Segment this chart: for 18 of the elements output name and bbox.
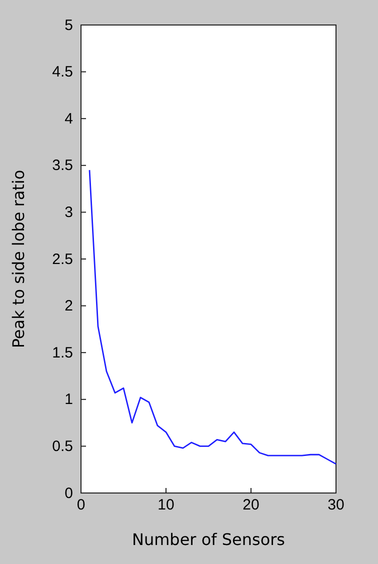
y-tick-label: 3: [64, 204, 73, 221]
y-tick-label: 2: [64, 298, 73, 315]
y-tick-label: 4.5: [52, 64, 73, 81]
y-tick-label: 1.5: [52, 344, 73, 362]
y-tick-label: 4: [64, 110, 73, 128]
x-tick-label: 10: [158, 496, 174, 514]
x-tick-label: 20: [242, 496, 260, 514]
y-tick-label: 1: [64, 391, 73, 408]
x-tick-label: 0: [76, 496, 86, 514]
x-tick-label: 30: [328, 496, 344, 514]
line-series: [88, 169, 337, 465]
y-tick-label: 5: [64, 16, 73, 34]
y-tick-label: 0: [64, 484, 73, 502]
y-tick-label: 3.5: [52, 157, 73, 174]
y-tick-label: 2.5: [52, 250, 73, 268]
y-axis-title: Peak to side lobe ratio: [9, 170, 28, 348]
x-axis-title: Number of Sensors: [132, 530, 286, 549]
y-tick-label: 0.5: [52, 438, 73, 455]
